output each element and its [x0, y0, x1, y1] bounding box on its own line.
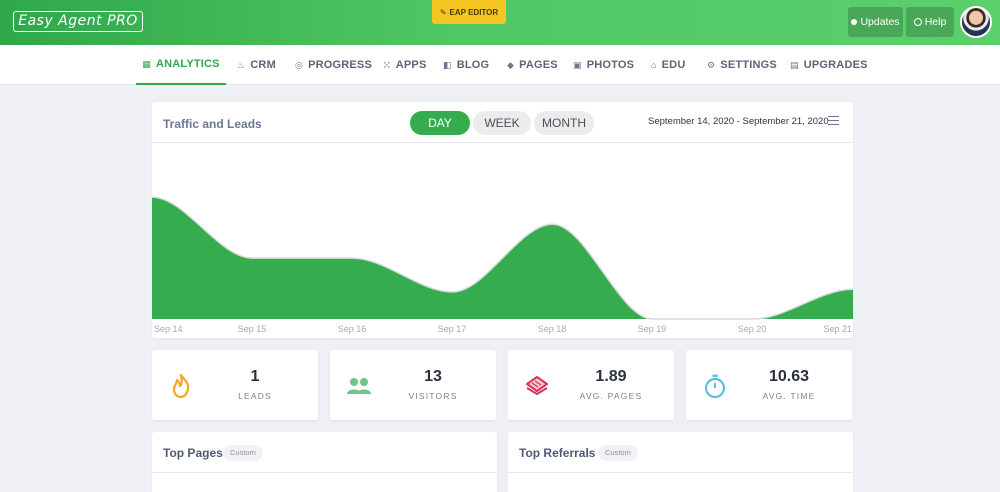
nav-settings[interactable]: ⚙ SETTINGS	[707, 45, 777, 85]
x-tick-label: Sep 18	[538, 324, 567, 334]
stat-value: 1	[250, 368, 260, 385]
x-tick-label: Sep 20	[738, 324, 767, 334]
main-nav: ▦ ANALYTICS ♨ CRM ◎ PROGRESS ⁙ APPS ◧ BL…	[0, 45, 1000, 85]
nav-label: ANALYTICS	[155, 58, 220, 70]
nav-upgrades[interactable]: ▤ UPGRADES	[790, 45, 868, 85]
edit-icon: ✎	[439, 7, 447, 17]
flame-icon: ♨	[237, 59, 246, 70]
updates-icon	[851, 19, 858, 25]
range-day-button[interactable]: DAY	[410, 111, 470, 135]
stat-value: 10.63	[768, 368, 810, 385]
panel-title: Top Referrals	[519, 446, 596, 460]
custom-badge[interactable]: Custom	[598, 445, 638, 461]
updates-button[interactable]: Updates	[848, 7, 903, 37]
updates-label: Updates	[860, 16, 900, 28]
divider	[152, 142, 853, 143]
nav-label: UPGRADES	[803, 59, 868, 71]
chart-area	[152, 197, 853, 319]
traffic-card: Traffic and Leads DAY WEEK MONTH Septemb…	[152, 102, 853, 338]
x-tick-label: Sep 14	[154, 324, 183, 334]
custom-badge[interactable]: Custom	[223, 445, 263, 461]
stat-card-leads: 1 LEADS	[152, 350, 318, 420]
stat-card-avg-pages: 1.89 AVG. PAGES	[508, 350, 674, 420]
eap-editor-label: EAP EDITOR	[449, 7, 499, 17]
edu-icon: ⌂	[651, 60, 657, 70]
help-icon	[913, 18, 922, 26]
grid-icon: ▦	[142, 58, 151, 69]
traffic-title: Traffic and Leads	[163, 117, 262, 131]
divider	[152, 472, 497, 473]
nav-label: PAGES	[519, 59, 558, 71]
x-tick-label: Sep 17	[438, 324, 467, 334]
date-range-picker[interactable]: September 14, 2020 - September 21, 2020	[648, 116, 829, 127]
nav-label: PROGRESS	[308, 59, 373, 71]
stat-label: AVG. TIME	[762, 391, 816, 401]
x-tick-label: Sep 19	[638, 324, 667, 334]
progress-icon: ◎	[295, 59, 304, 70]
help-label: Help	[924, 16, 947, 28]
help-button[interactable]: Help	[906, 7, 954, 37]
blog-icon: ◧	[443, 59, 452, 70]
photo-icon: ▣	[573, 59, 582, 70]
flame-icon	[172, 373, 190, 399]
panel-title: Top Pages	[163, 446, 223, 460]
nav-label: EDU	[661, 59, 686, 71]
stat-card-visitors: 13 VISITORS	[330, 350, 496, 420]
logo[interactable]: Easy Agent PRO	[13, 11, 143, 32]
x-tick-label: Sep 16	[338, 324, 367, 334]
nav-label: CRM	[250, 59, 276, 71]
traffic-chart: Sep 14 Sep 15 Sep 16 Sep 17 Sep 18 Sep 19 Sep …	[152, 196, 853, 334]
nav-blog[interactable]: ◧ BLOG	[443, 45, 489, 85]
top-referrals-panel: Top Referrals Custom	[508, 432, 853, 492]
store-icon: ▤	[790, 59, 799, 70]
stat-value: 1.89	[595, 368, 627, 385]
apps-icon: ⁙	[383, 59, 391, 70]
nav-label: SETTINGS	[720, 59, 777, 71]
x-tick-label: Sep 15	[238, 324, 267, 334]
layers-icon: ◆	[507, 59, 515, 70]
stopwatch-icon	[704, 374, 726, 399]
nav-apps[interactable]: ⁙ APPS	[383, 45, 427, 85]
stat-label: LEADS	[238, 391, 272, 401]
eap-editor-button[interactable]: ✎ EAP EDITOR	[432, 0, 506, 24]
top-pages-panel: Top Pages Custom	[152, 432, 497, 492]
gear-icon: ⚙	[707, 59, 716, 70]
pages-stack-icon	[526, 376, 548, 396]
nav-label: PHOTOS	[586, 59, 635, 71]
range-month-button[interactable]: MONTH	[534, 111, 594, 135]
nav-photos[interactable]: ▣ PHOTOS	[573, 45, 634, 85]
nav-label: BLOG	[456, 59, 490, 71]
nav-analytics[interactable]: ▦ ANALYTICS	[136, 45, 226, 85]
users-icon	[347, 378, 371, 394]
top-bar: Easy Agent PRO ✎ EAP EDITOR Updates Help	[0, 0, 1000, 45]
chart-line	[152, 196, 853, 320]
stat-card-avg-time: 10.63 AVG. TIME	[686, 350, 852, 420]
nav-label: APPS	[395, 59, 427, 71]
nav-edu[interactable]: ⌂ EDU	[651, 45, 685, 85]
nav-progress[interactable]: ◎ PROGRESS	[295, 45, 372, 85]
stat-label: AVG. PAGES	[579, 391, 643, 401]
x-tick-label: Sep 21	[823, 324, 852, 334]
divider	[508, 472, 853, 473]
menu-icon[interactable]	[828, 116, 839, 128]
stat-label: VISITORS	[408, 391, 458, 401]
nav-pages[interactable]: ◆ PAGES	[507, 45, 558, 85]
nav-crm[interactable]: ♨ CRM	[237, 45, 276, 85]
range-week-button[interactable]: WEEK	[473, 111, 531, 135]
avatar[interactable]	[960, 6, 992, 38]
stat-value: 13	[424, 368, 442, 385]
